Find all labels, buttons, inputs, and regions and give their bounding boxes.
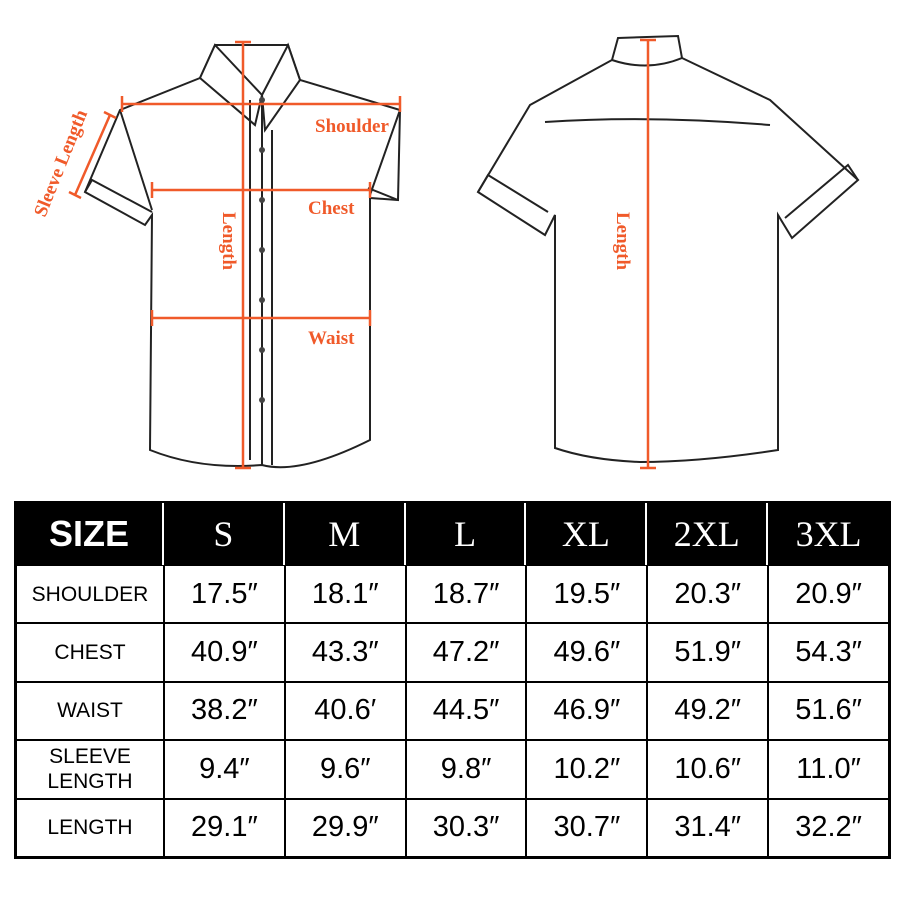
header-cell: L <box>405 503 527 565</box>
header-cell: S <box>164 503 285 565</box>
measurement-cell: 43.3″ <box>284 623 406 682</box>
measurement-cell: 51.9″ <box>647 623 769 682</box>
measurement-cell: 18.1″ <box>284 565 406 624</box>
measurement-cell: 20.9″ <box>768 565 889 624</box>
measurement-cell: 30.7″ <box>526 798 648 857</box>
row-label: WAIST <box>16 681 164 741</box>
header-cell: SIZE <box>16 503 164 565</box>
measurement-cell: 54.3″ <box>768 623 889 682</box>
row-label: CHEST <box>16 623 164 682</box>
shoulder-label: Shoulder <box>315 116 389 137</box>
measurement-cell: 38.2″ <box>164 681 285 741</box>
shirt-diagrams: Shoulder Chest Waist Length Sleeve Lengt… <box>30 34 860 470</box>
measurement-cell: 49.6″ <box>526 623 648 682</box>
measurement-cell: 30.3″ <box>405 798 527 857</box>
measurement-cell: 9.8″ <box>405 740 527 799</box>
header-cell: 3XL <box>768 503 889 565</box>
measurement-cell: 9.6″ <box>284 740 406 799</box>
row-label: SHOULDER <box>16 565 164 624</box>
table-row: CHEST 40.9″ 43.3″ 47.2″ 49.6″ 51.9″ 54.3″ <box>16 623 889 682</box>
measurement-cell: 29.9″ <box>284 798 406 857</box>
measurement-cell: 29.1″ <box>164 798 285 857</box>
measurement-cell: 10.6″ <box>647 740 769 799</box>
measurement-cell: 46.9″ <box>526 681 648 741</box>
back-length-label: Length <box>612 212 633 271</box>
size-chart-table: SIZE S M L XL 2XL 3XL SHOULDER 17.5″ 18.1″… <box>14 501 891 859</box>
header-cell: M <box>284 503 406 565</box>
back-shirt-drawing <box>476 34 860 464</box>
measurement-cell: 10.2″ <box>526 740 648 799</box>
table-row: SLEEVE LENGTH 9.4″ 9.6″ 9.8″ 10.2″ 10.6″ 11.0″ <box>16 740 889 799</box>
waist-label: Waist <box>308 328 355 349</box>
table-row: SHOULDER 17.5″ 18.1″ 18.7″ 19.5″ 20.3″ 20.9″ <box>16 565 889 624</box>
measurement-lines <box>68 38 656 470</box>
measurement-cell: 31.4″ <box>647 798 769 857</box>
measurement-cell: 47.2″ <box>405 623 527 682</box>
header-cell: XL <box>526 503 648 565</box>
header-cell: 2XL <box>647 503 769 565</box>
measurement-cell: 11.0″ <box>768 740 889 799</box>
measurement-cell: 19.5″ <box>526 565 648 624</box>
chest-label: Chest <box>308 198 355 219</box>
measurement-cell: 44.5″ <box>405 681 527 741</box>
measurement-cell: 32.2″ <box>768 798 889 857</box>
sleeve-length-label: Sleeve Length <box>30 106 92 219</box>
measurement-cell: 40.6′ <box>284 681 406 741</box>
front-length-label: Length <box>218 212 239 271</box>
table-row: LENGTH 29.1″ 29.9″ 30.3″ 30.7″ 31.4″ 32.2″ <box>16 798 889 857</box>
measurement-cell: 20.3″ <box>647 565 769 624</box>
measurement-cell: 40.9″ <box>164 623 285 682</box>
measurement-cell: 9.4″ <box>164 740 285 799</box>
row-label: LENGTH <box>16 798 164 857</box>
measurement-cell: 49.2″ <box>647 681 769 741</box>
measurement-cell: 51.6″ <box>768 681 889 741</box>
row-label: SLEEVE LENGTH <box>16 740 164 799</box>
table-row: WAIST 38.2″ 40.6′ 44.5″ 46.9″ 49.2″ 51.6″ <box>16 681 889 741</box>
table-header-row: SIZE S M L XL 2XL 3XL <box>16 503 889 565</box>
measurement-cell: 17.5″ <box>164 565 285 624</box>
measurement-cell: 18.7″ <box>405 565 527 624</box>
